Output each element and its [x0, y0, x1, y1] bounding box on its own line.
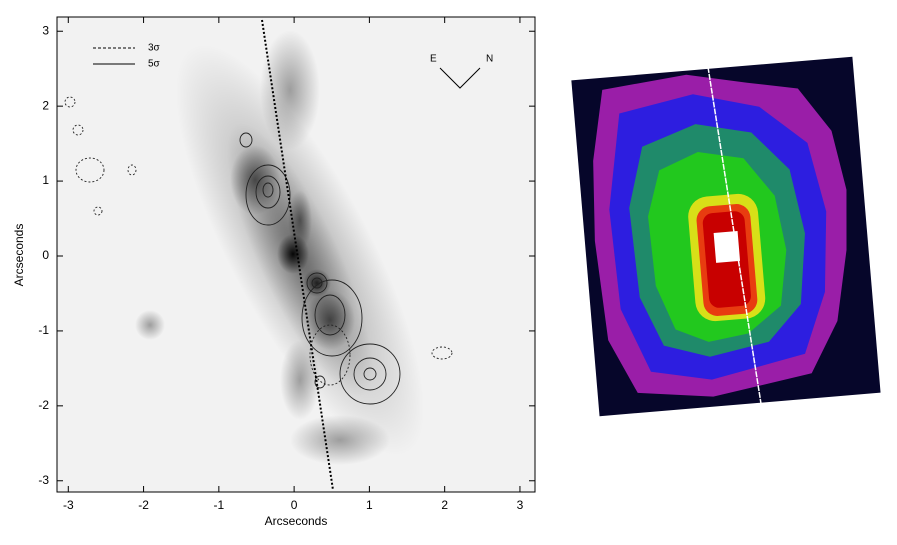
x-tick-label: 3 — [517, 498, 524, 512]
x-tick-label: -3 — [63, 498, 74, 512]
y-tick-label: -1 — [38, 323, 49, 337]
x-axis-label: Arcseconds — [265, 514, 328, 528]
x-tick-label: 0 — [291, 498, 298, 512]
slit-line — [261, 19, 334, 491]
slit-line-color — [707, 66, 763, 411]
legend-label: 5σ — [148, 59, 161, 70]
compass-label: N — [486, 54, 493, 65]
y-tick-label: 2 — [42, 98, 49, 112]
y-tick-label: -3 — [38, 473, 49, 487]
x-tick-label: -2 — [138, 498, 149, 512]
plot-frame — [56, 16, 536, 493]
contours — [64, 96, 453, 405]
y-tick-label: 0 — [42, 248, 49, 262]
x-tick-label: 1 — [366, 498, 373, 512]
compass — [439, 67, 481, 89]
y-tick-label: 1 — [42, 173, 49, 187]
x-tick-label: -1 — [214, 498, 225, 512]
y-tick-label: -2 — [38, 398, 49, 412]
legend-label: 3σ — [148, 43, 161, 54]
color-map — [571, 56, 881, 417]
compass-label: E — [430, 54, 437, 65]
y-axis-label: Arcseconds — [12, 224, 26, 287]
y-tick-label: 3 — [42, 23, 49, 37]
x-tick-label: 2 — [441, 498, 448, 512]
